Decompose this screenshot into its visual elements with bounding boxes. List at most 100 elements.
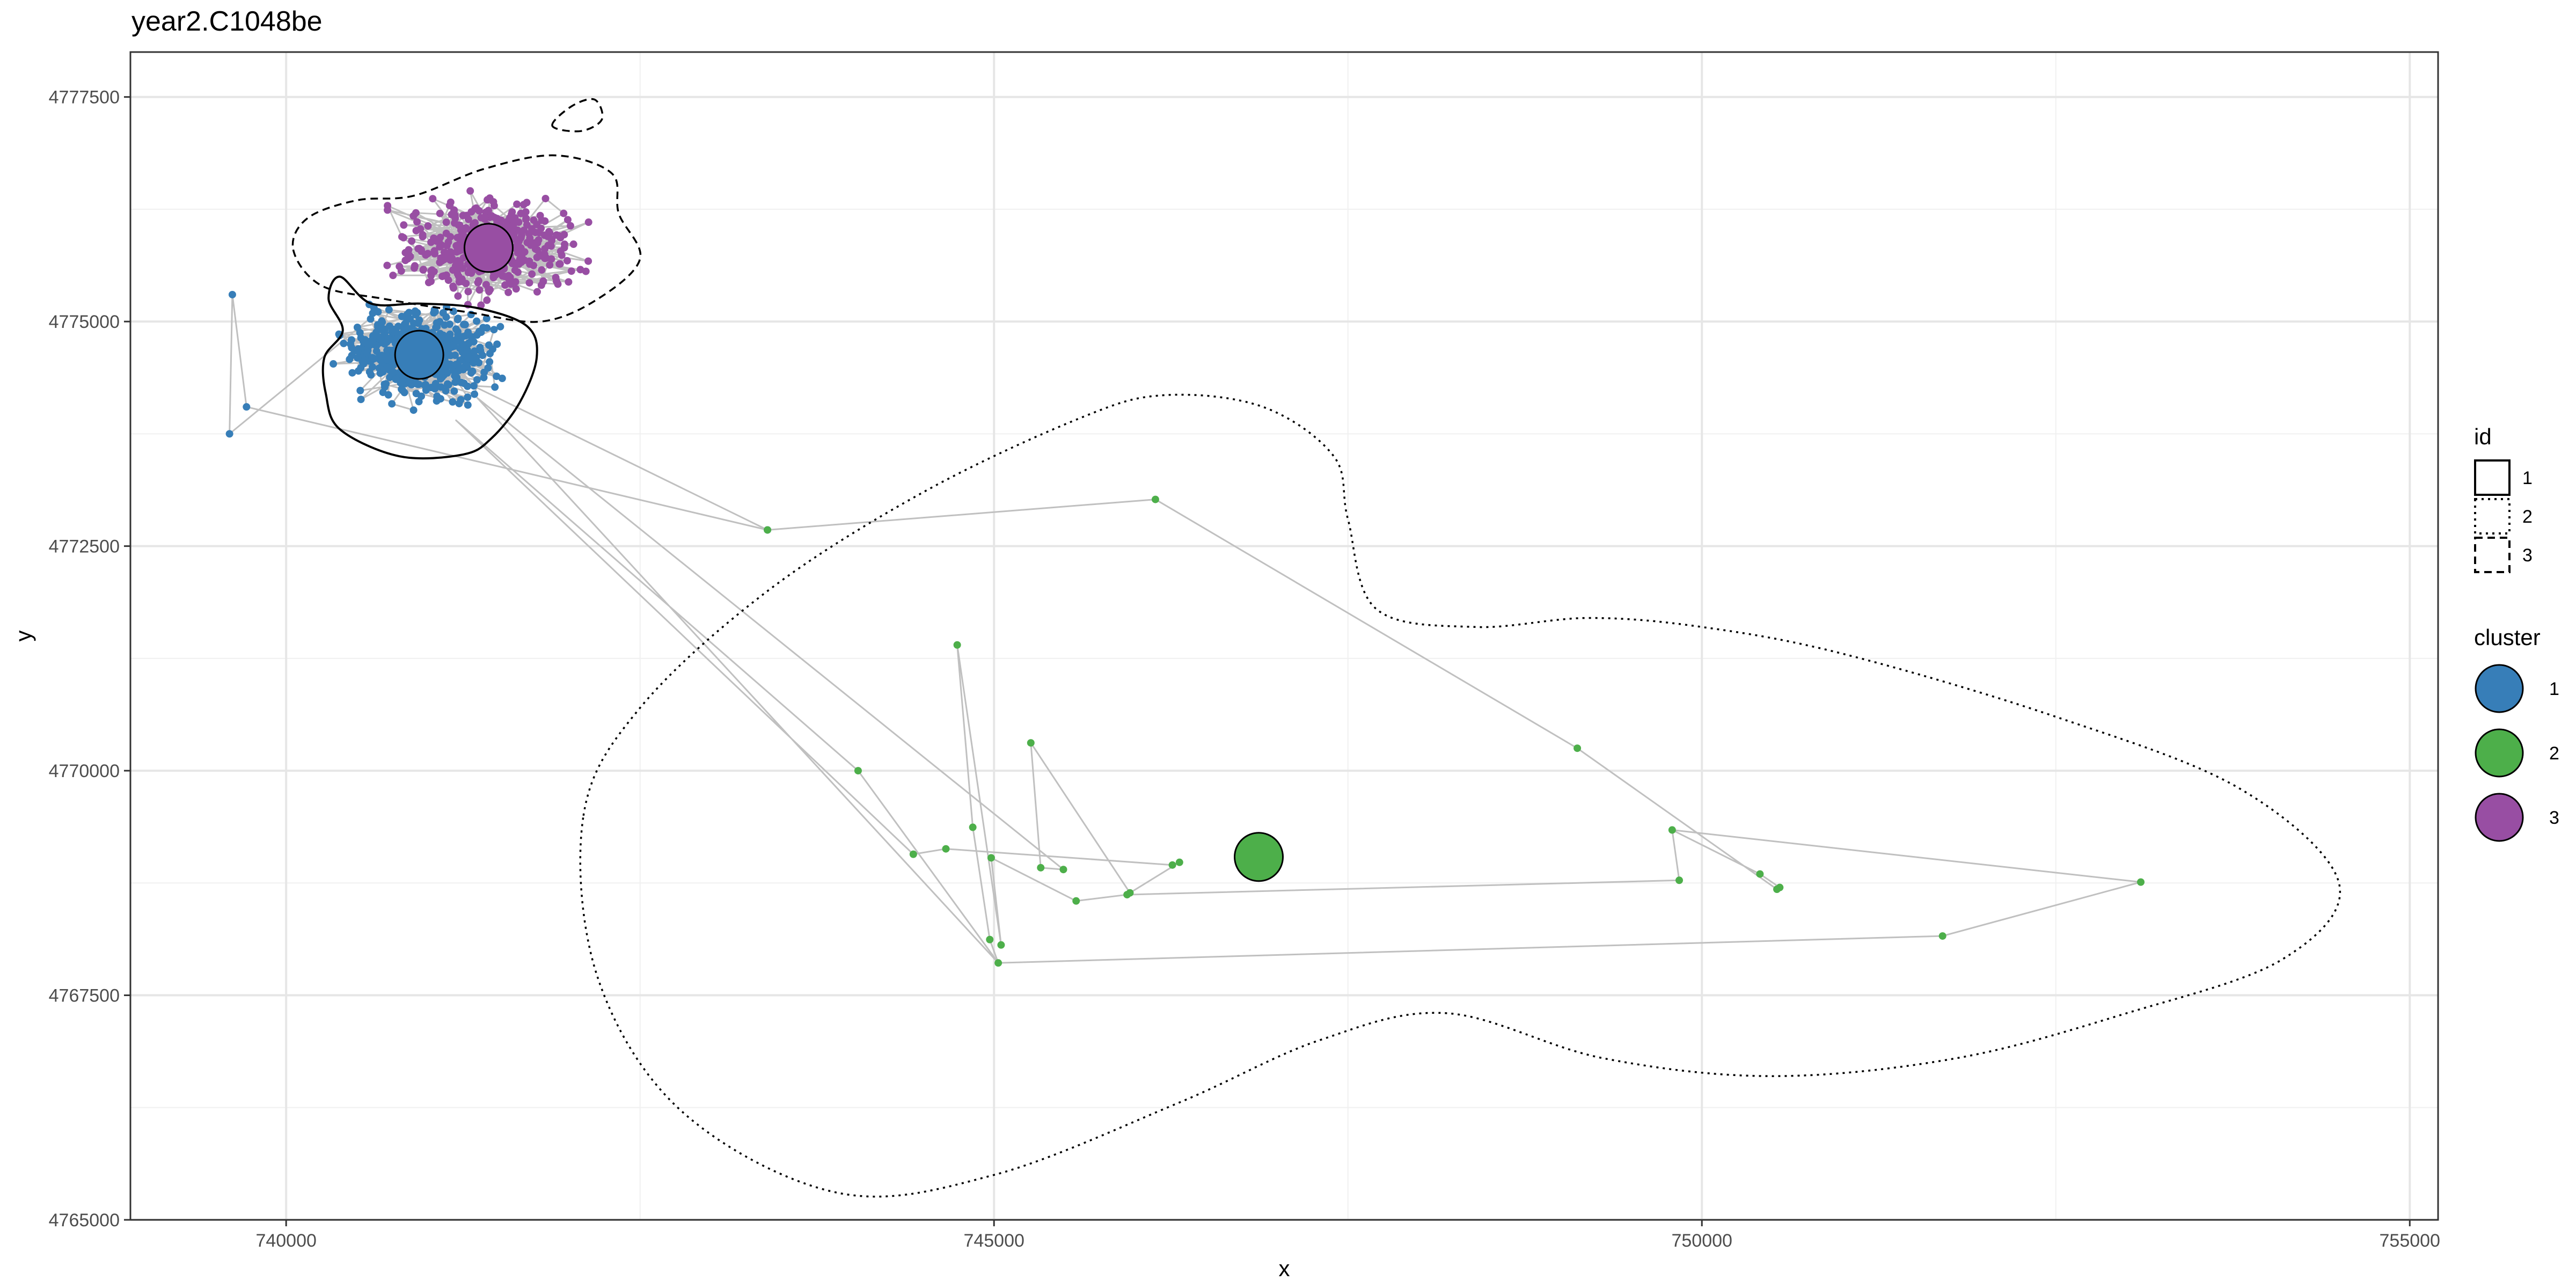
point-cluster-3	[537, 281, 545, 289]
point-cluster-3	[519, 201, 528, 209]
point-cluster-1	[399, 386, 407, 394]
point-cluster-2	[1072, 897, 1080, 905]
point-cluster-1	[354, 354, 362, 362]
point-cluster-1	[486, 358, 494, 366]
point-cluster-1	[401, 319, 409, 327]
x-tick-label: 740000	[255, 1231, 316, 1251]
point-cluster-3	[415, 245, 423, 253]
point-cluster-3	[459, 227, 467, 235]
point-cluster-3	[435, 237, 443, 245]
y-tick-label: 4767500	[49, 986, 120, 1006]
point-cluster-1	[372, 347, 380, 355]
contour-layer	[291, 98, 2341, 1198]
point-cluster-1	[368, 354, 376, 362]
point-cluster-2	[987, 854, 995, 862]
y-tick-label: 4770000	[49, 761, 120, 781]
point-cluster-1	[471, 347, 479, 355]
point-cluster-1	[415, 316, 423, 324]
point-cluster-1	[384, 334, 392, 342]
y-axis: 4765000 4767500 4770000 4772500 4775000 47775…	[49, 87, 130, 1231]
point-cluster-1	[363, 349, 371, 357]
point-cluster-3	[447, 250, 455, 258]
point-cluster-3	[400, 221, 408, 229]
x-axis-title: x	[1279, 1256, 1290, 1281]
point-cluster-3	[563, 257, 571, 265]
point-cluster-1	[408, 380, 416, 389]
point-cluster-2	[997, 941, 1005, 949]
point-cluster-1	[411, 307, 419, 315]
point-cluster-3	[489, 273, 497, 281]
point-cluster-1	[470, 382, 478, 390]
point-cluster-1	[464, 393, 472, 401]
point-cluster-1	[493, 372, 501, 380]
point-cluster-3	[576, 266, 584, 274]
point-cluster-1	[471, 390, 479, 398]
point-cluster-2	[1574, 744, 1582, 752]
point-cluster-3	[569, 240, 577, 248]
point-cluster-1	[498, 375, 506, 383]
point-cluster-1	[228, 290, 236, 298]
point-cluster-3	[513, 260, 521, 268]
point-cluster-3	[530, 261, 538, 269]
point-cluster-3	[412, 226, 420, 235]
point-cluster-3	[553, 277, 561, 286]
point-cluster-1	[367, 371, 375, 379]
point-cluster-1	[476, 343, 484, 352]
point-cluster-3	[405, 246, 413, 254]
x-tick-label: 745000	[963, 1231, 1024, 1251]
point-cluster-2	[1151, 495, 1159, 503]
point-cluster-1	[422, 380, 430, 389]
point-cluster-3	[538, 266, 546, 274]
point-cluster-2	[2137, 878, 2145, 886]
point-cluster-3	[429, 195, 437, 203]
point-cluster-1	[389, 369, 397, 377]
point-cluster-1	[382, 380, 390, 388]
point-cluster-1	[354, 345, 362, 353]
grid-minor	[130, 52, 2438, 1220]
point-cluster-3	[454, 241, 462, 249]
point-cluster-1	[409, 319, 418, 327]
point-cluster-1	[475, 327, 483, 335]
point-cluster-3	[537, 252, 545, 260]
point-cluster-1	[340, 339, 348, 347]
point-cluster-1	[465, 339, 473, 347]
legend-cluster-title: cluster	[2474, 625, 2541, 650]
legend-id-label-2: 2	[2522, 507, 2533, 527]
point-cluster-2	[1675, 876, 1684, 884]
point-cluster-2	[854, 767, 862, 775]
point-cluster-1	[442, 340, 450, 348]
point-cluster-3	[427, 277, 435, 286]
point-cluster-3	[584, 218, 592, 226]
point-cluster-3	[466, 187, 474, 195]
point-cluster-2	[1123, 891, 1131, 899]
point-cluster-3	[501, 273, 509, 281]
point-cluster-1	[367, 315, 375, 323]
point-cluster-3	[442, 218, 450, 226]
point-cluster-3	[557, 247, 565, 255]
point-cluster-1	[383, 363, 391, 371]
legend-cluster-key-3	[2475, 793, 2524, 842]
point-cluster-1	[464, 328, 472, 336]
point-cluster-1	[493, 340, 501, 348]
point-cluster-3	[447, 233, 455, 241]
point-cluster-1	[486, 349, 494, 357]
point-cluster-1	[469, 355, 477, 363]
point-cluster-1	[354, 367, 362, 375]
point-cluster-3	[560, 240, 568, 248]
point-cluster-3	[477, 301, 485, 309]
point-cluster-2	[1168, 861, 1176, 869]
point-cluster-3	[408, 237, 416, 245]
point-cluster-1	[372, 342, 380, 350]
point-cluster-2	[969, 823, 977, 831]
legend-id-label-3: 3	[2522, 545, 2533, 566]
point-cluster-1	[490, 326, 498, 334]
point-cluster-3	[486, 194, 494, 202]
point-cluster-1	[473, 317, 481, 325]
point-cluster-3	[406, 252, 414, 260]
point-cluster-1	[353, 324, 361, 332]
point-cluster-3	[530, 216, 538, 224]
point-cluster-1	[485, 341, 493, 349]
point-cluster-1	[453, 374, 461, 382]
point-cluster-3	[424, 250, 432, 258]
point-cluster-1	[479, 352, 487, 360]
